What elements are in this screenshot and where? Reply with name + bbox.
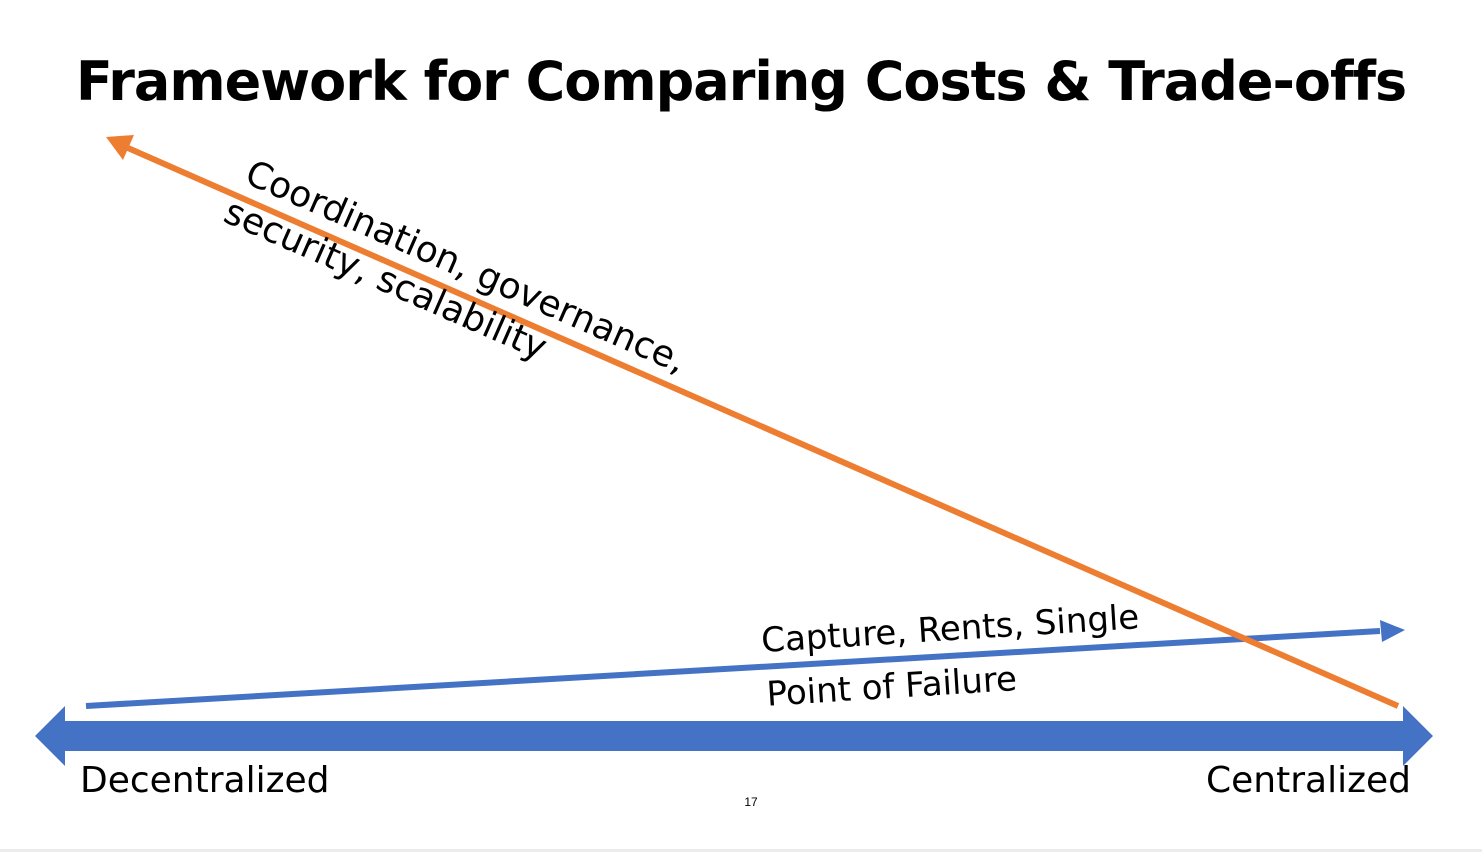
decentralized-cost-arrow-line — [126, 145, 1400, 709]
slide-title: Framework for Comparing Costs & Trade-of… — [75, 50, 1407, 113]
page-number: 17 — [744, 795, 758, 809]
spectrum-double-arrow — [35, 706, 1433, 766]
centralized-cost-label-line1: Capture, Rents, Single — [760, 597, 1140, 661]
slide-bottom-edge — [0, 849, 1482, 852]
centralized-label: Centralized — [1206, 760, 1411, 801]
decentralized-cost-arrowhead — [106, 135, 134, 160]
centralized-cost-arrowhead — [1380, 620, 1405, 642]
centralized-cost-label-line2: Point of Failure — [765, 659, 1018, 715]
decentralized-label: Decentralized — [80, 760, 330, 801]
centralized-cost-arrow-line — [85, 628, 1381, 709]
decentralized-cost-label: Coordination, governance, security, scal… — [218, 153, 692, 382]
